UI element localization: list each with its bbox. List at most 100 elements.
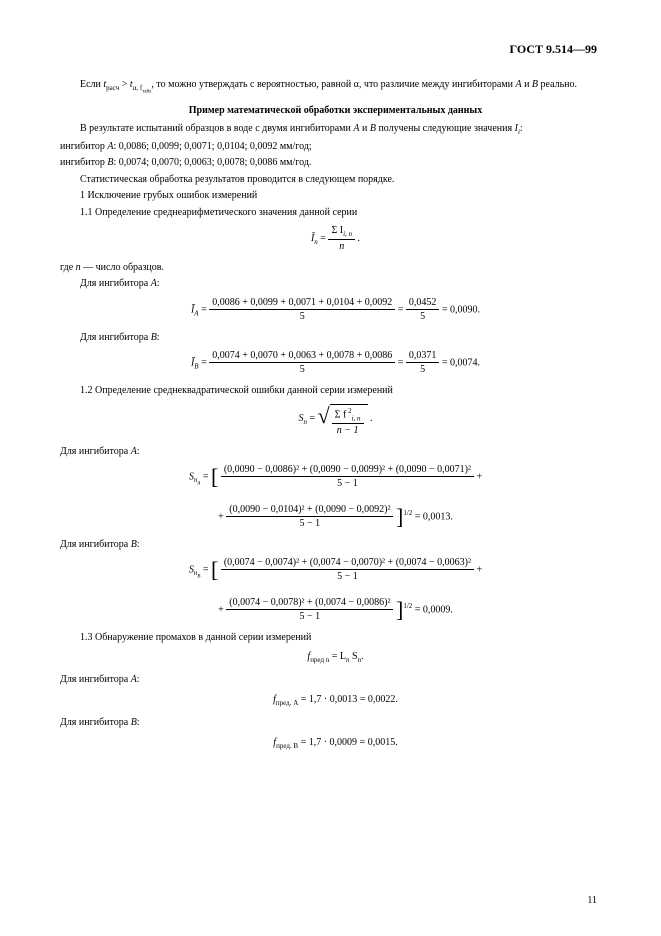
document-id: ГОСТ 9.514—99 — [510, 42, 598, 57]
result: = 0,0090. — [439, 304, 480, 315]
den: 5 — [209, 310, 395, 323]
text: , то можно утверждать с вероятностью, ра… — [151, 79, 515, 90]
inhibitor-a-values: ингибитор A: 0,0086; 0,0099; 0,0071; 0,0… — [60, 140, 611, 154]
formula-fpred-b: fпред. B = 1,7 · 0,0009 = 0,0015. — [60, 736, 611, 751]
text: реально. — [538, 79, 577, 90]
for-inhibitor-b: Для ингибитора B: — [60, 331, 611, 345]
values: : 0,0074; 0,0070; 0,0063; 0,0078; 0,0086… — [113, 157, 311, 168]
section-title: Пример математической обработки эксперим… — [60, 104, 611, 118]
num: Σ f — [335, 409, 347, 420]
rhs: = 1,7 · 0,0013 = 0,0022. — [298, 694, 398, 705]
sub: пред. A — [276, 699, 298, 707]
text: . — [361, 651, 364, 662]
step-1-3: 1.3 Обнаружение промахов в данной серии … — [60, 631, 611, 645]
text: Если — [80, 79, 103, 90]
num: 0,0452 — [406, 297, 440, 310]
text: : — [520, 123, 523, 134]
page: ГОСТ 9.514—99 Если tрасч > tα, fтабл, то… — [0, 0, 661, 936]
den: 5 — [209, 363, 395, 376]
where-n: где n — число образцов. — [60, 261, 611, 275]
text: ингибитор — [60, 141, 107, 152]
den: n − 1 — [337, 425, 359, 436]
text: Для ингибитора — [60, 717, 131, 728]
num: (0,0074 − 0,0078)² + (0,0074 − 0,0086)² — [226, 597, 393, 610]
text: Для ингибитора — [60, 446, 131, 457]
results-intro: В результате испытаний образцов в воде с… — [60, 122, 611, 137]
den: 5 − 1 — [221, 570, 474, 583]
step-1-2: 1.2 Определение среднеквадратической оши… — [60, 384, 611, 398]
sub: расч — [106, 84, 119, 92]
text: : — [137, 717, 140, 728]
rhs: = 1,7 · 0,0009 = 0,0015. — [298, 737, 398, 748]
text: Для ингибитора — [80, 332, 151, 343]
sub: B — [194, 363, 198, 371]
formula-ia: ĪA = 0,0086 + 0,0099 + 0,0071 + 0,0104 +… — [60, 297, 611, 323]
text: и — [522, 79, 532, 90]
sub: α, f — [133, 84, 143, 92]
text: : — [137, 539, 140, 550]
result: = 0,0074. — [439, 358, 480, 369]
text: : — [157, 332, 160, 343]
num: (0,0090 − 0,0086)² + (0,0090 − 0,0099)² … — [221, 464, 474, 477]
num: Σ I — [331, 225, 343, 236]
for-inhibitor-a-3: Для ингибитора A: — [60, 673, 611, 687]
formula-snb: SnB = [ (0,0074 − 0,0074)² + (0,0074 − 0… — [60, 557, 611, 623]
rhs: S — [350, 651, 358, 662]
text: Для ингибитора — [60, 539, 131, 550]
for-inhibitor-b-3: Для ингибитора B: — [60, 716, 611, 730]
for-inhibitor-a-2: Для ингибитора A: — [60, 445, 611, 459]
text: : — [137, 674, 140, 685]
stat-processing: Статистическая обработка результатов про… — [60, 173, 611, 187]
values: : 0,0086; 0,0099; 0,0071; 0,0104; 0,0092… — [113, 141, 311, 152]
text: В результате испытаний образцов в воде с… — [80, 123, 353, 134]
text: — число образцов. — [81, 262, 164, 273]
sub: n — [303, 418, 307, 426]
intro-paragraph: Если tрасч > tα, fтабл, то можно утвержд… — [60, 78, 611, 96]
den: 5 − 1 — [221, 477, 474, 490]
text: и — [359, 123, 369, 134]
text: ингибитор — [60, 157, 107, 168]
sub: i, n — [352, 414, 361, 422]
den: n — [339, 241, 344, 252]
text: где — [60, 262, 76, 273]
for-inhibitor-b-2: Для ингибитора B: — [60, 538, 611, 552]
content: Если tрасч > tα, fтабл, то можно утвержд… — [60, 78, 611, 751]
num: 0,0086 + 0,0099 + 0,0071 + 0,0104 + 0,00… — [209, 297, 395, 310]
text: : — [157, 278, 160, 289]
result: = 0,0009. — [412, 604, 453, 615]
num: (0,0090 − 0,0104)² + (0,0090 − 0,0092)² — [226, 504, 393, 517]
sub: B — [197, 575, 200, 580]
text: получены следующие значения — [376, 123, 515, 134]
sub: табл — [142, 89, 151, 94]
den: 5 − 1 — [226, 517, 393, 530]
sub: A — [194, 309, 198, 317]
sub: i, n — [343, 230, 352, 238]
exp: 1/2 — [403, 602, 412, 610]
step-1-1: 1.1 Определение среднеарифметического зн… — [60, 206, 611, 220]
text: > — [119, 79, 130, 90]
radical-icon: √ — [318, 406, 330, 426]
sub: пред. B — [276, 742, 298, 750]
formula-ib: ĪB = 0,0074 + 0,0070 + 0,0063 + 0,0078 +… — [60, 350, 611, 376]
sub: A — [197, 482, 200, 487]
result: = 0,0013. — [412, 511, 453, 522]
sub: n — [314, 238, 318, 246]
num: 0,0371 — [406, 350, 440, 363]
text: Для ингибитора — [80, 278, 151, 289]
num: (0,0074 − 0,0074)² + (0,0074 − 0,0070)² … — [221, 557, 474, 570]
for-inhibitor-a: Для ингибитора A: — [60, 277, 611, 291]
text: : — [137, 446, 140, 457]
formula-mean: Īn = Σ Ii, n n . — [60, 225, 611, 252]
formula-rmse: Sn = √ Σ f 2i, n n − 1 . — [60, 404, 611, 437]
text: Для ингибитора — [60, 674, 131, 685]
page-number: 11 — [587, 895, 597, 906]
fraction: Σ Ii, n n — [328, 225, 355, 252]
rhs: = L — [329, 651, 346, 662]
step-1: 1 Исключение грубых ошибок измерений — [60, 189, 611, 203]
den: 5 — [406, 310, 440, 323]
sub: пред n — [310, 656, 329, 664]
den: 5 − 1 — [226, 610, 393, 623]
formula-sna: SnA = [ (0,0090 − 0,0086)² + (0,0090 − 0… — [60, 464, 611, 530]
formula-fpred-a: fпред. A = 1,7 · 0,0013 = 0,0022. — [60, 693, 611, 708]
formula-fpred: fпред n = Ln Sn. — [60, 650, 611, 665]
